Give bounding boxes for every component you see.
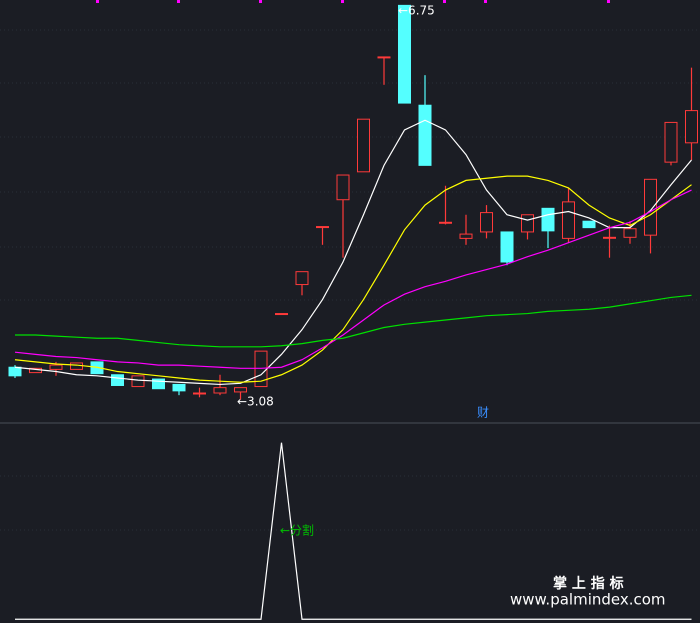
candle-body — [398, 4, 411, 104]
line-series — [15, 442, 692, 620]
candle-body — [172, 383, 186, 392]
candle-body — [193, 392, 206, 395]
candle-body — [316, 226, 329, 229]
candle-body — [111, 374, 124, 386]
candle-body — [562, 201, 575, 239]
candle-body — [234, 387, 247, 393]
candle-body — [685, 110, 698, 144]
watermark-url: www.palmindex.com — [510, 591, 666, 609]
candle-body — [500, 231, 514, 263]
candle-body — [275, 313, 288, 316]
candle-body — [480, 212, 493, 233]
watermark-title: 掌 上 指 标 — [553, 575, 624, 592]
candle-body — [439, 221, 452, 224]
candle-body — [70, 362, 83, 370]
annotation: ←分割 — [280, 523, 314, 538]
line-series — [14, 189, 692, 369]
candle-body — [336, 174, 350, 201]
line-series — [14, 119, 692, 386]
candle-body — [418, 104, 432, 166]
candle-body — [582, 220, 596, 229]
candle-body — [521, 214, 534, 233]
candle-body — [49, 364, 63, 370]
annotation: 财 — [477, 406, 489, 420]
top-markers — [96, 0, 610, 3]
candle-body — [664, 121, 678, 163]
candle-body — [644, 178, 657, 236]
candle-body — [623, 228, 637, 238]
candle-body — [295, 271, 309, 286]
annotation: ←6.75 — [398, 4, 435, 18]
candle-body — [213, 387, 227, 394]
candle-body — [541, 207, 555, 232]
candle-body — [603, 236, 616, 239]
line-series — [15, 294, 692, 348]
annotation: ←3.08 — [237, 395, 274, 409]
line-series — [14, 175, 692, 383]
candle-body — [357, 118, 370, 173]
candle-body — [459, 233, 473, 239]
guide-lines — [0, 29, 700, 531]
candle-body — [8, 366, 22, 377]
candle-body — [377, 56, 391, 59]
candle-body — [152, 378, 165, 390]
candle-body — [131, 375, 145, 388]
